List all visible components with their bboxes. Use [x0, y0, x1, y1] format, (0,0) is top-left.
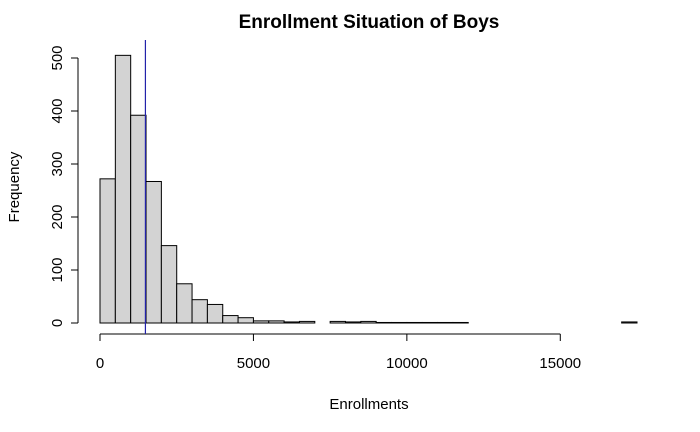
histogram-bar [191, 299, 208, 324]
y-tick-label: 0 [49, 319, 66, 327]
y-tick-label: 300 [49, 151, 66, 176]
x-axis: 0 5000 10000 15000 [96, 333, 581, 372]
histogram-bar [237, 317, 254, 324]
y-tick-label: 200 [49, 204, 66, 229]
x-tick-label: 15000 [539, 355, 581, 372]
histogram-bar [114, 54, 132, 324]
histogram-bar [252, 320, 270, 324]
histogram-bar [130, 114, 147, 324]
y-axis-label: Frequency [6, 151, 23, 222]
histogram-bar [99, 178, 116, 324]
histogram-bar [360, 320, 377, 324]
x-tick-label: 0 [96, 355, 104, 372]
x-tick-label: 5000 [237, 355, 270, 372]
histogram-bar [222, 315, 239, 324]
histogram-bar [283, 321, 300, 324]
histogram-bar [329, 320, 346, 324]
y-tick-label: 400 [49, 98, 66, 123]
histogram-bar [621, 321, 638, 324]
histogram-bar [406, 321, 423, 324]
histogram-bar [437, 321, 454, 324]
histogram-bar [176, 283, 193, 324]
histogram-bar [421, 321, 439, 324]
histogram-bar [160, 245, 178, 324]
chart-title: Enrollment Situation of Boys [239, 12, 500, 33]
histogram-bar [298, 320, 316, 324]
histogram-bar [375, 321, 393, 324]
y-tick-label: 500 [49, 45, 66, 70]
histogram-bar [391, 321, 408, 324]
y-axis: 0 100 200 300 400 500 [49, 45, 79, 327]
histogram-bar [344, 321, 362, 324]
histogram-bar [268, 320, 285, 324]
x-axis-label: Enrollments [329, 396, 408, 413]
x-tick-label: 10000 [386, 355, 428, 372]
histogram-bar [452, 321, 469, 324]
bars-group [99, 54, 638, 324]
histogram-bar [206, 303, 224, 324]
histogram-bar [145, 180, 162, 324]
y-tick-label: 100 [49, 257, 66, 282]
